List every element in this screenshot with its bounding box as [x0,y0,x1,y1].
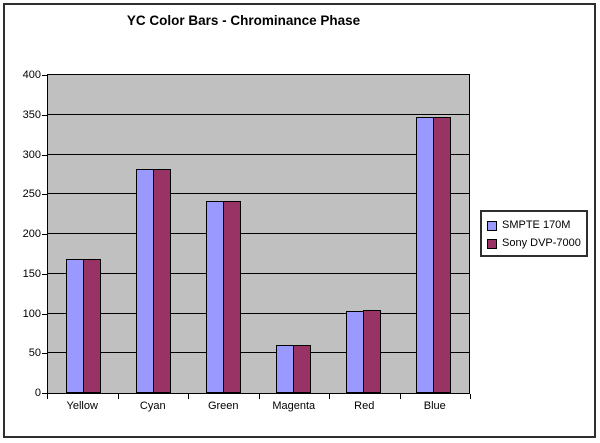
gridline [48,312,469,314]
plot-area [47,74,470,394]
legend-label: SMPTE 170M [502,219,571,231]
x-tick [188,394,189,399]
bar-green-series2 [222,201,241,393]
y-tick [42,75,47,76]
legend-item: SMPTE 170M [487,218,584,233]
legend-label: Sony DVP-7000 [502,237,581,249]
gridline [48,193,469,195]
y-tick-label: 100 [22,308,41,320]
y-tick-label: 150 [22,268,41,280]
gridline [48,272,469,274]
y-tick [42,353,47,354]
y-tick-label: 50 [28,347,41,359]
legend: SMPTE 170M Sony DVP-7000 [480,210,588,257]
y-tick [42,234,47,235]
x-tick [118,394,119,399]
y-tick [42,115,47,116]
chart-title: YC Color Bars - Chrominance Phase [126,13,361,28]
bar-group-green [188,75,258,393]
legend-swatch-icon [487,220,497,231]
legend-swatch-icon [487,238,497,249]
x-category-label: Cyan [139,400,166,412]
legend-item: Sony DVP-7000 [487,236,584,251]
bar-group-cyan [118,75,188,393]
x-category-label: Green [207,400,239,412]
x-tick [259,394,260,399]
y-tick [42,155,47,156]
x-category-label: Magenta [272,400,316,412]
bar-blue-series2 [433,117,452,393]
x-category-label: Blue [423,400,446,412]
bar-red-series1 [346,311,365,393]
bar-group-blue [399,75,469,393]
y-tick-label: 350 [22,109,41,121]
y-tick-label: 0 [34,387,41,399]
y-tick-label: 200 [22,228,41,240]
gridline [48,74,469,75]
x-tick [470,394,471,399]
x-tick [47,394,48,399]
gridline [48,233,469,234]
bar-group-red [329,75,399,393]
y-tick [42,274,47,275]
gridline [48,153,469,155]
bar-group-magenta [259,75,329,393]
y-tick [42,314,47,315]
x-tick [400,394,401,399]
gridline [48,352,469,354]
y-tick-label: 250 [22,188,41,200]
bar-cyan-series1 [135,169,154,393]
bar-red-series2 [363,310,382,393]
x-category-label: Red [354,400,375,412]
bar-green-series1 [205,201,224,393]
y-tick [42,194,47,195]
y-tick [42,393,47,394]
x-category-label: Yellow [66,400,98,412]
bar-magenta-series1 [276,345,295,393]
gridline [48,113,469,115]
plot-inner [48,74,469,393]
bar-cyan-series2 [152,169,171,393]
bar-yellow-series1 [65,259,84,393]
bar-blue-series1 [416,117,435,393]
bar-yellow-series2 [82,259,101,393]
bar-group-yellow [48,75,118,393]
y-tick-label: 300 [22,149,41,161]
x-tick [329,394,330,399]
bar-magenta-series2 [293,345,312,393]
y-tick-label: 400 [22,69,41,81]
